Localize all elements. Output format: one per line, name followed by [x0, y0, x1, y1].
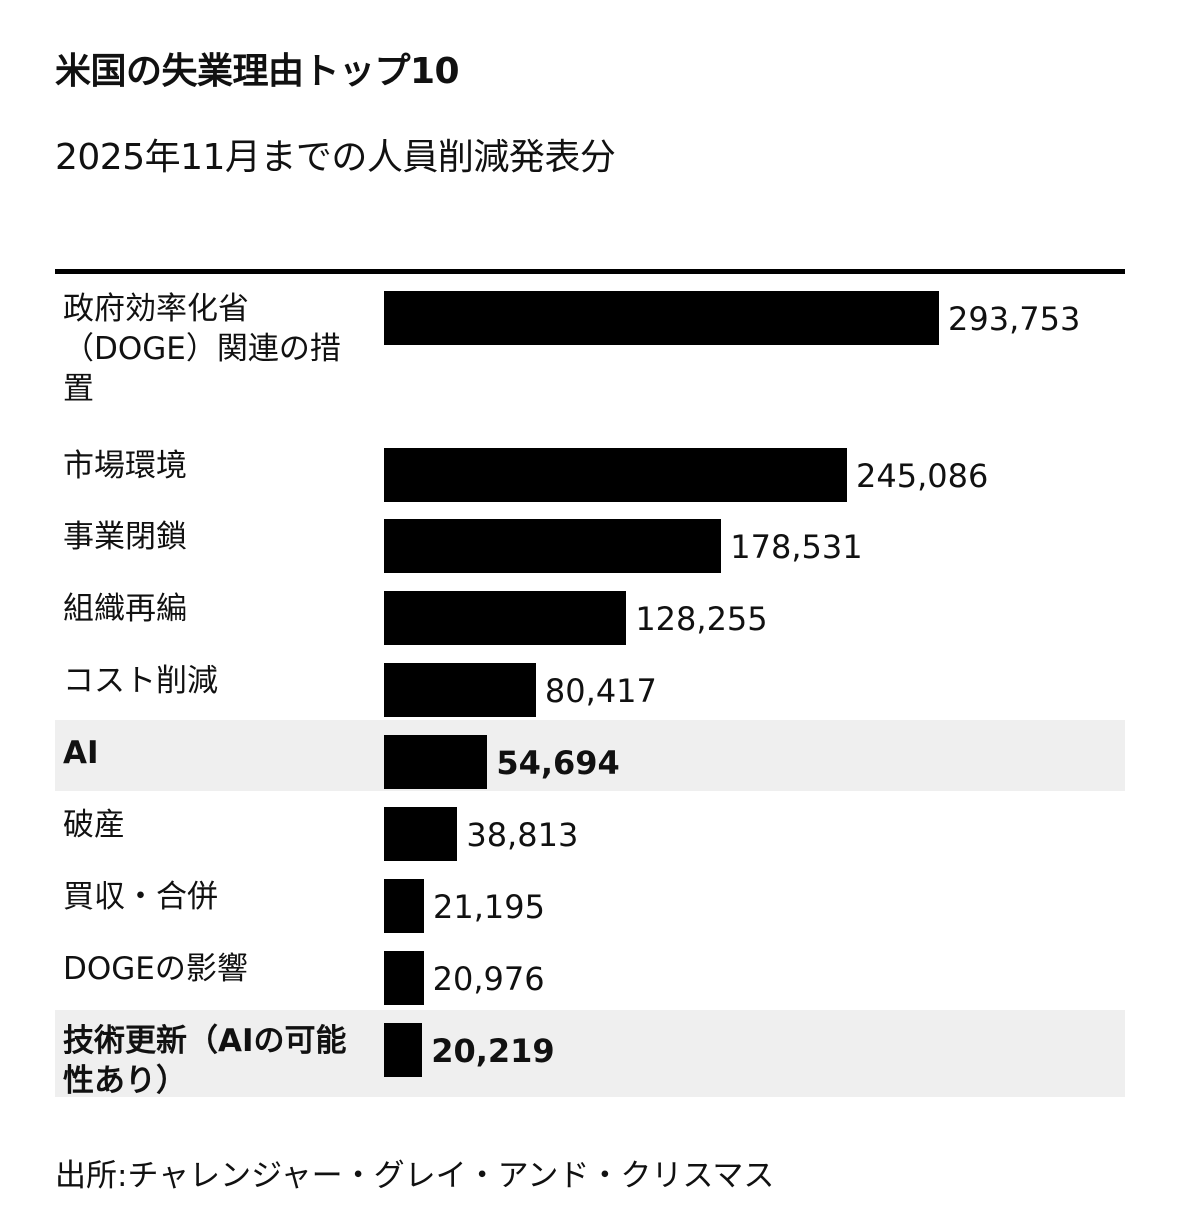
category-label: 市場環境 [63, 448, 187, 484]
value-label: 38,813 [466, 816, 579, 854]
header-rule [55, 269, 1125, 274]
highlight-band [55, 1010, 1125, 1097]
category-label: コスト削減 [63, 663, 218, 699]
source-note: 出所:チャレンジャー・グレイ・アンド・クリスマス [55, 1158, 775, 1194]
bar [384, 951, 424, 1005]
value-label: 293,753 [948, 300, 1081, 338]
value-label: 20,219 [431, 1032, 555, 1070]
bar [384, 663, 536, 717]
chart-title: 米国の失業理由トップ10 [55, 51, 460, 92]
value-label: 80,417 [544, 672, 657, 710]
category-label: 組織再編 [63, 591, 187, 627]
value-label: 178,531 [730, 528, 863, 566]
bar [384, 291, 939, 345]
category-label: DOGEの影響 [63, 951, 248, 987]
value-label: 20,976 [432, 960, 545, 998]
highlight-band [55, 720, 1125, 791]
bar [384, 807, 458, 861]
value-label: 21,195 [433, 888, 545, 926]
bar [384, 879, 425, 933]
category-label: 破産 [63, 807, 125, 843]
category-label: AI [63, 735, 99, 771]
category-label: 事業閉鎖 [63, 519, 187, 555]
category-label: 買収・合併 [63, 879, 218, 915]
bar [384, 591, 627, 645]
bar [384, 448, 848, 502]
bar [384, 1023, 423, 1077]
value-label: 128,255 [635, 600, 768, 638]
category-label: 政府効率化省（DOGE）関連の措置 [63, 291, 341, 407]
bar [384, 735, 488, 789]
value-label: 245,086 [856, 457, 989, 495]
bar [384, 519, 722, 573]
value-label: 54,694 [496, 744, 620, 782]
category-label: 技術更新（AIの可能性あり） [63, 1023, 347, 1099]
chart-subtitle: 2025年11月までの人員削減発表分 [55, 137, 616, 178]
